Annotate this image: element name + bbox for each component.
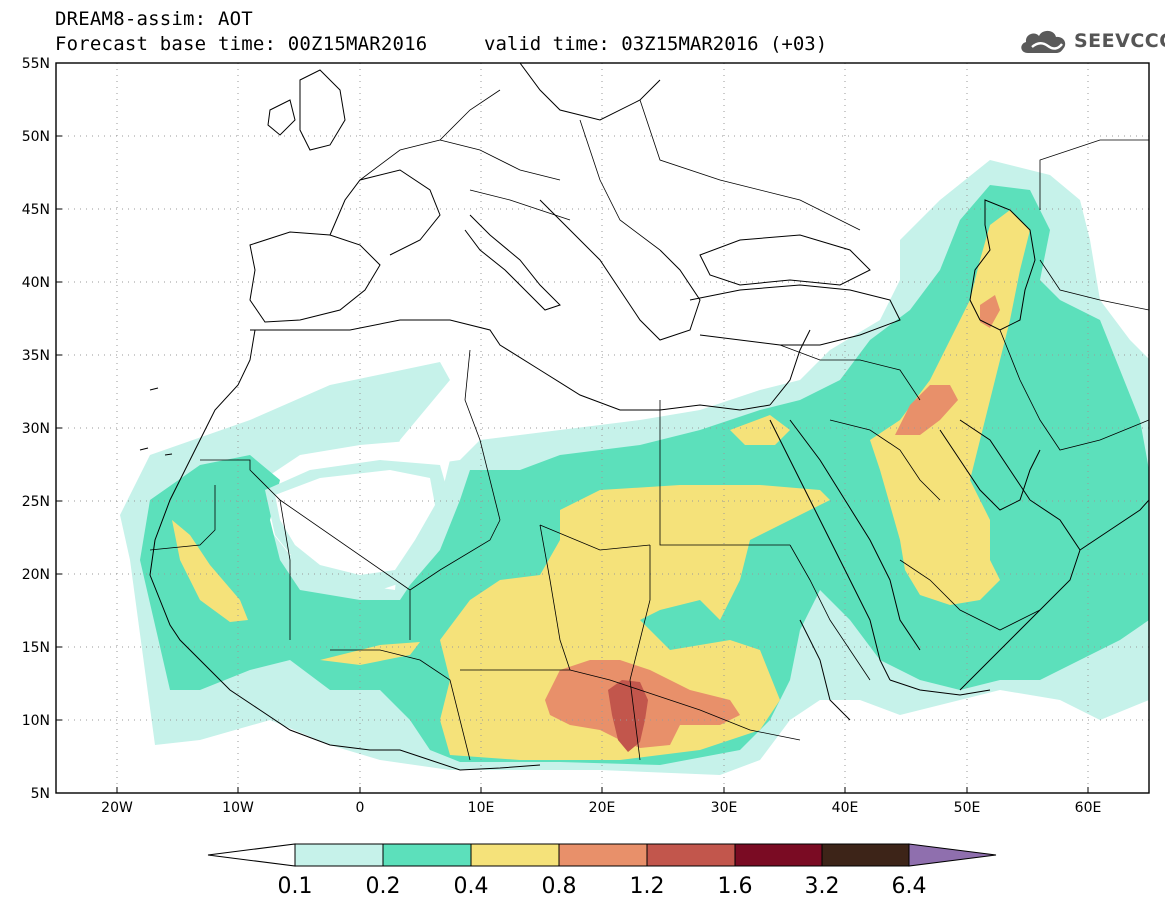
colorbar-label: 3.2 [805,874,840,899]
aot-contour-0.8-iraq [895,385,958,435]
aot-contour-0.8-caspian [980,295,1000,328]
colorbar-swatch [734,843,823,867]
colorbar-swatch-above-max [908,843,997,867]
valid-time: valid time: 03Z15MAR2016 (+03) [484,33,828,55]
colorbar-label: 0.2 [366,874,401,899]
lat-label: 55N [22,56,50,72]
aot-contour-0.4-central [440,485,830,760]
lon-label: 10E [468,800,495,816]
graticule [56,63,1149,793]
aot-contour-0.4-levant [730,415,790,445]
lat-label: 30N [22,421,50,437]
lat-label: 15N [22,640,50,656]
colorbar-swatch-below-min [207,843,296,867]
lon-label: 20E [589,800,616,816]
political-borders [149,89,1149,761]
colorbar: 0.1 0.2 0.4 0.8 1.2 1.6 3.2 6.4 [207,843,997,899]
lat-label: 40N [22,275,50,291]
colorbar-swatch [821,843,910,867]
lon-label: 10W [222,800,254,816]
lat-label: 35N [22,348,50,364]
lon-label: 0 [356,800,365,816]
colorbar-label: 6.4 [892,874,927,899]
colorbar-label: 1.6 [718,874,753,899]
lat-label: 45N [22,202,50,218]
colorbar-label: 0.4 [454,874,489,899]
colorbar-swatch [294,843,384,867]
product-title: DREAM8-assim: AOT [55,8,253,30]
forecast-base-time: Forecast base time: 00Z15MAR2016 [55,33,428,55]
lat-label: 5N [31,786,50,802]
lon-label: 30E [711,800,738,816]
coastlines [139,63,1149,771]
lat-label: 25N [22,494,50,510]
lon-label: 20W [101,800,133,816]
cloud-icon [1021,30,1066,53]
lat-label: 20N [22,567,50,583]
colorbar-swatch [646,843,736,867]
colorbar-label: 0.8 [542,874,577,899]
colorbar-swatch [470,843,560,867]
clear-area-sahara-inner-2 [275,470,435,575]
colorbar-swatch [382,843,472,867]
logo-text: SEEVCCC [1074,30,1165,52]
lat-label: 50N [22,129,50,145]
lon-label: 40E [832,800,859,816]
seevccc-logo: SEEVCCC [1018,26,1165,56]
colorbar-label: 0.1 [278,874,313,899]
lon-label: 60E [1075,800,1102,816]
latitude-labels: 55N 50N 45N 40N 35N 30N 25N 20N 15N 10N … [22,56,50,802]
axis-ticks [56,62,1089,794]
longitude-labels: 20W 10W 0 10E 20E 30E 40E 50E 60E [101,800,1101,816]
aot-contour-0.2 [140,185,1149,765]
lon-label: 50E [954,800,981,816]
colorbar-swatch [558,843,648,867]
colorbar-label: 1.2 [630,874,665,899]
aot-contour-0.4-sahel [320,642,420,665]
lat-label: 10N [22,713,50,729]
aot-contour-1.2 [608,680,648,752]
dust-aot-field [120,160,1149,775]
